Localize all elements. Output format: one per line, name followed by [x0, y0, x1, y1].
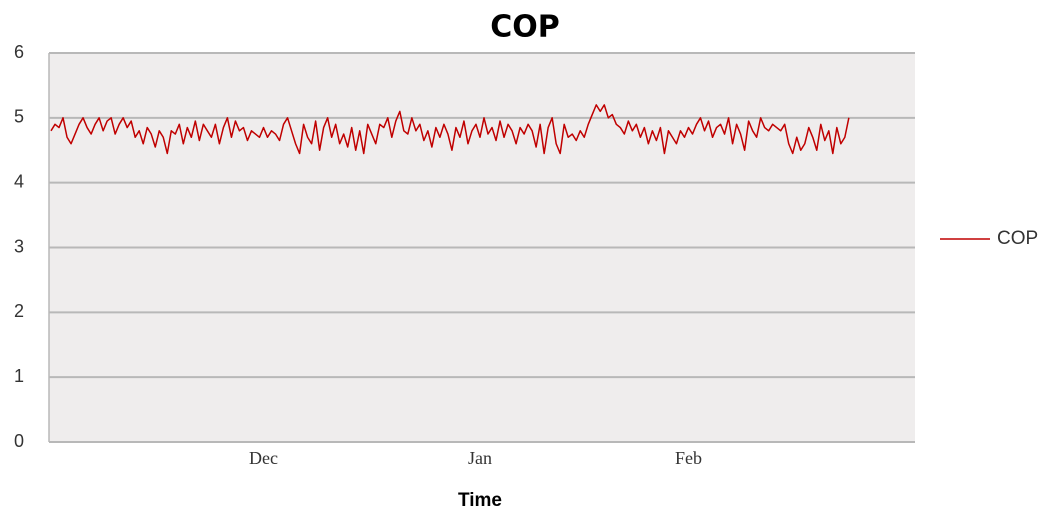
- x-tick-label: Jan: [468, 448, 492, 468]
- x-tick-label: Dec: [249, 448, 278, 468]
- y-tick-label: 4: [14, 171, 24, 191]
- x-tick-label: Feb: [675, 448, 702, 468]
- y-tick-label: 0: [14, 431, 24, 451]
- x-axis-title: Time: [458, 490, 502, 511]
- y-tick-label: 2: [14, 301, 24, 321]
- y-tick-label: 1: [14, 366, 24, 386]
- y-tick-label: 5: [14, 107, 24, 127]
- data-line: [50, 104, 850, 155]
- y-tick-label: 3: [14, 236, 24, 256]
- chart-title: COP: [490, 10, 560, 45]
- y-tick-label: 6: [14, 42, 24, 62]
- legend-label: COP: [997, 228, 1038, 249]
